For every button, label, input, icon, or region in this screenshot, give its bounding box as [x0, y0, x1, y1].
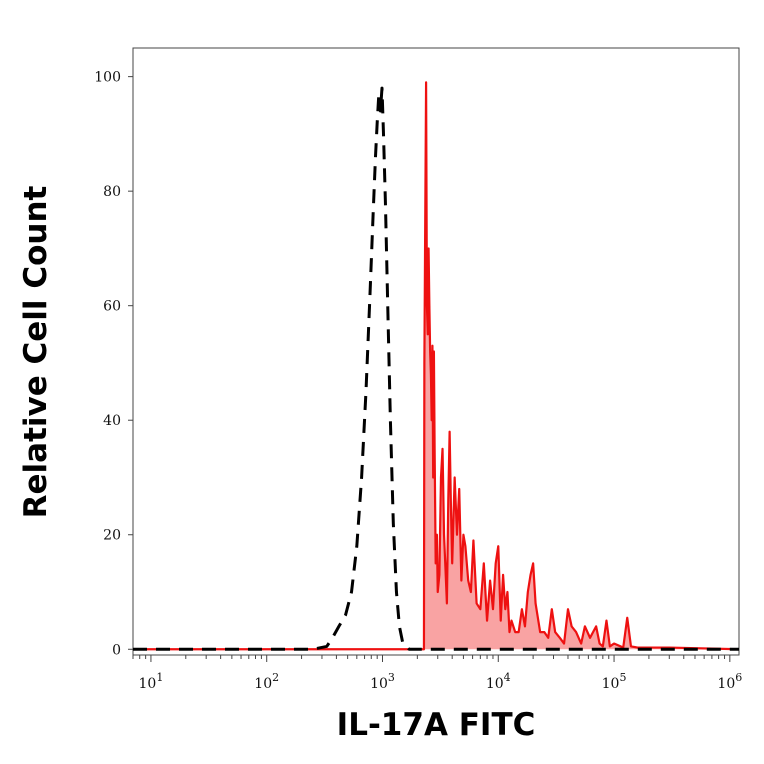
x-tick-exponent: 1 — [156, 671, 163, 684]
y-tick-label: 60 — [103, 299, 121, 315]
y-tick-label: 40 — [103, 413, 121, 429]
x-tick-exponent: 3 — [388, 671, 395, 684]
x-tick-base: 10 — [717, 676, 735, 692]
series-layer — [133, 81, 740, 651]
x-tick-label: 104 — [486, 671, 511, 692]
y-tick-label: 80 — [103, 184, 121, 200]
x-tick-exponent: 2 — [272, 671, 279, 684]
x-tick-base: 10 — [486, 676, 504, 692]
x-tick-base: 10 — [254, 676, 272, 692]
x-tick-exponent: 6 — [735, 671, 742, 684]
x-tick-exponent: 4 — [504, 671, 511, 684]
x-tick-label: 105 — [602, 671, 627, 692]
x-tick-base: 10 — [602, 676, 620, 692]
x-tick-label: 103 — [370, 671, 395, 692]
x-tick-base: 10 — [139, 676, 157, 692]
y-axis-ticks: 0 20 40 60 80 100 — [94, 70, 133, 658]
x-axis-title: IL-17A FITC — [337, 707, 536, 743]
y-tick-label: 100 — [94, 70, 121, 86]
x-tick-label: 102 — [254, 671, 279, 692]
y-tick-label: 0 — [112, 642, 121, 658]
y-axis-title: Relative Cell Count — [18, 185, 54, 518]
x-tick-exponent: 5 — [619, 671, 626, 684]
y-tick-label: 20 — [103, 528, 121, 544]
control-sample-line — [133, 86, 739, 651]
x-tick-label: 101 — [139, 671, 164, 692]
stained-sample-line — [133, 81, 740, 651]
x-tick-base: 10 — [370, 676, 388, 692]
x-axis-ticks: 101 102 103 104 105 106 — [132, 655, 742, 692]
x-tick-label: 106 — [717, 671, 742, 692]
